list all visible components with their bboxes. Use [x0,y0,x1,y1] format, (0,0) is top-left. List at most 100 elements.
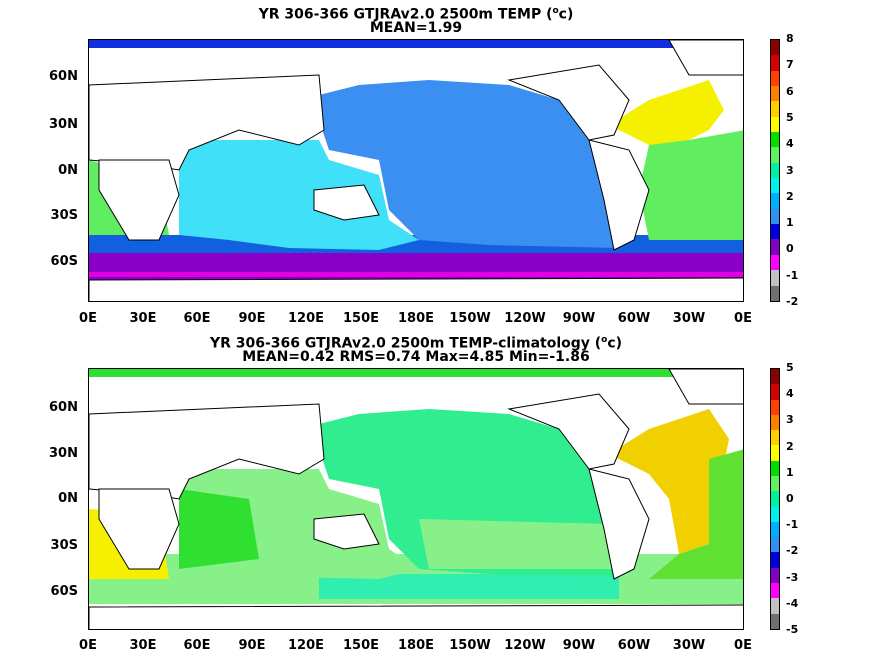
colorbar-swatch [771,270,779,286]
lat-label: 60N [49,400,78,415]
colorbar-tick-label: 4 [786,387,794,401]
colorbar-tick-label: 1 [786,216,794,230]
colorbar-tick-label: 2 [786,439,794,453]
lat-label: 60N [49,69,78,84]
north-atlantic-field [609,409,729,554]
panel-2-map [88,368,744,630]
colorbar-tick-label: 3 [786,163,794,177]
lon-label: 0E [79,311,97,326]
colorbar-tick-label: 8 [786,32,794,45]
lat-label: 30S [50,208,78,223]
lon-label: 150E [342,311,380,326]
panel-2-title: YR 306-366 GTJRAv2.0 2500m TEMP-climatol… [209,335,623,352]
lat-label: 0N [58,163,78,178]
lon-label: 0E [734,638,752,653]
colorbar-tick-label: 6 [786,84,794,98]
colorbar-swatch [771,70,779,87]
lon-label: 90E [238,311,266,326]
lon-label: 120W [504,311,546,326]
lon-label: 60E [183,638,211,653]
colorbar-tick-label: -1 [786,268,799,282]
colorbar-tick-label: 5 [786,110,794,124]
colorbar-swatch [771,475,779,492]
panel-1-stats: MEAN=1.99 [369,20,463,36]
pacific-ocean-field [319,80,619,248]
colorbar-swatch [771,567,779,583]
panel-1-map-svg [89,40,743,301]
lon-label: 90W [562,638,596,653]
lon-label: 180E [397,638,435,653]
lat-label: 30N [49,446,78,461]
colorbar-tick-label: -2 [786,295,799,308]
lon-label: 60W [617,638,651,653]
lon-label: 30W [672,638,706,653]
colorbar-swatch [771,460,779,476]
colorbar-swatch [771,116,779,133]
colorbar-tick-label: 4 [786,137,794,151]
lon-label: 180E [397,311,435,326]
colorbar-1 [770,39,780,302]
colorbar-swatch [771,224,779,240]
colorbar-tick-label: -1 [786,518,799,532]
lat-label: 30S [50,538,78,553]
colorbar-swatch [771,582,779,599]
panel-2-stats: MEAN=0.42 RMS=0.74 Max=4.85 Min=-1.86 [242,349,590,365]
colorbar-swatch [771,613,779,629]
lon-label: 30W [672,311,706,326]
lon-label: 120E [287,311,325,326]
colorbar-swatch [771,193,779,209]
colorbar-swatch [771,55,779,71]
colorbar-swatch [771,254,779,271]
colorbar-swatch [771,101,779,117]
lat-label: 60S [50,254,78,269]
south-atlantic-field [639,130,743,240]
colorbar-swatch [771,491,779,507]
panel-1-map [88,39,744,302]
panel-2-map-svg [89,369,743,629]
colorbar-swatch [771,162,779,179]
colorbar-tick-label: 3 [786,413,794,427]
panel-1-title: YR 306-366 GTJRAv2.0 2500m TEMP (oc) [258,6,574,23]
colorbar-tick-label: -2 [786,544,799,558]
lon-label: 150W [449,311,491,326]
colorbar-swatch [771,86,779,102]
colorbar-swatch [771,399,779,415]
continents [89,369,743,629]
lon-label: 90E [238,638,266,653]
colorbar-tick-label: 1 [786,465,794,479]
colorbar-tick-label: 5 [786,361,794,374]
colorbar-swatch [771,178,779,194]
indian-ocean-field [179,140,419,250]
colorbar-swatch [771,384,779,400]
colorbar-swatch [771,430,779,446]
colorbar-tick-label: -3 [786,570,799,584]
north-atlantic-field [609,80,724,150]
lon-label: 150W [449,638,491,653]
lon-label: 60W [617,311,651,326]
colorbar-2 [770,368,780,630]
colorbar-swatch [771,414,779,431]
colorbar-tick-label: -4 [786,596,799,610]
colorbar-swatch [771,208,779,225]
lon-label: 120W [504,638,546,653]
lon-label: 30E [129,638,157,653]
colorbar-swatch [771,147,779,163]
lon-label: 0E [734,311,752,326]
colorbar-swatch [771,132,779,148]
lon-label: 60E [183,311,211,326]
colorbar-swatch [771,598,779,614]
colorbar-tick-label: 0 [786,242,794,256]
lon-label: 150E [342,638,380,653]
colorbar-swatch [771,239,779,255]
colorbar-swatch [771,445,779,461]
lon-label: 30E [129,311,157,326]
lon-label: 90W [562,311,596,326]
colorbar-swatch [771,537,779,553]
colorbar-swatch [771,40,779,56]
colorbar-swatch [771,521,779,538]
lat-label: 0N [58,491,78,506]
colorbar-tick-label: 2 [786,189,794,203]
south-atlantic-field [649,449,743,579]
colorbar-swatch [771,285,779,301]
colorbar-swatch [771,506,779,522]
